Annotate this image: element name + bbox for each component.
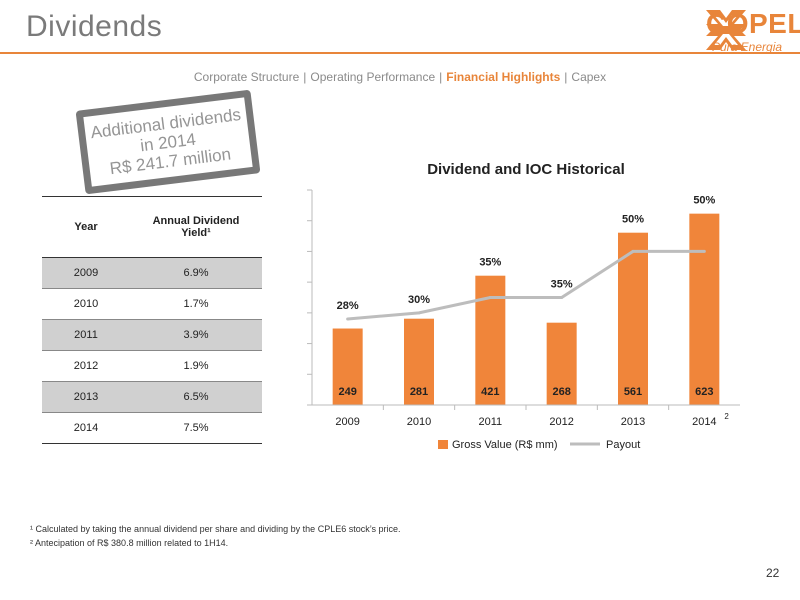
cell-year: 2011 [42,319,130,351]
cell-year: 2009 [42,257,130,289]
legend-label-gross-value: Gross Value (R$ mm) [452,439,558,451]
x-tick-label: 2010 [407,416,431,428]
nav-separator: | [564,70,568,84]
legend-swatch-bar [438,440,448,449]
copel-logo-icon [706,10,746,50]
payout-point [702,249,706,253]
payout-label: 35% [479,257,501,269]
payout-line [347,249,705,321]
x-tick-label: 2014 [692,416,716,428]
bar-value-label: 623 [695,386,713,398]
table-row: 2012 1.9% [42,350,262,382]
bar-value-label: 249 [338,386,356,398]
bar [404,318,434,405]
bar-value-label: 421 [481,386,499,398]
page-number: 22 [766,566,780,580]
table-row: 2011 3.9% [42,319,262,351]
cell-year: 2012 [42,350,130,382]
legend-label-payout: Payout [606,439,640,451]
dividend-yield-table: Year Annual Dividend Yield¹ 2009 6.9% 20… [42,196,262,444]
cell-year: 2014 [42,412,130,444]
nav-item-financial-highlights[interactable]: Financial Highlights [446,70,561,84]
nav-item-operating-performance[interactable]: Operating Performance [310,70,436,84]
table-row: 2009 6.9% [42,257,262,289]
payout-label: 50% [622,214,644,226]
column-header-yield: Annual Dividend Yield¹ [130,196,262,258]
chart-title: Dividend and IOC Historical [427,161,625,178]
cell-yield: 1.9% [130,350,262,382]
payout-point [488,296,492,299]
payout-point [631,249,635,253]
column-header-year: Year [42,196,130,258]
cell-year: 2013 [42,381,130,413]
table-row: 2010 1.7% [42,288,262,320]
bar-value-label: 281 [410,386,428,398]
table-header-row: Year Annual Dividend Yield¹ [42,196,262,258]
cell-yield: 6.5% [130,381,262,413]
cell-yield: 3.9% [130,319,262,351]
x-tick-footnote-marker: 2 [724,412,729,421]
bar [546,322,577,405]
payout-label: 28% [337,300,359,312]
payout-label: 50% [693,195,715,207]
cell-yield: 6.9% [130,257,262,289]
nav-item-corporate-structure[interactable]: Corporate Structure [193,70,300,84]
logo-tagline: Pura Energia [712,40,783,54]
page-title: Dividends [26,10,163,43]
title-divider [0,52,800,54]
nav-item-capex[interactable]: Capex [571,70,607,84]
bar [689,213,720,405]
payout-point [417,311,421,315]
cell-yield: 1.7% [130,288,262,320]
x-tick-label: 2012 [549,416,573,428]
payout-label: 30% [408,294,430,306]
bar-value-label: 561 [624,386,642,398]
dividend-ioc-chart: Dividend and IOC Historical 249 2009 281 201… [307,161,740,451]
nav-separator: | [439,70,443,84]
payout-label: 35% [551,279,573,291]
bar [618,232,648,405]
cell-year: 2010 [42,288,130,320]
section-nav: Corporate Structure | Operating Performanc… [0,70,800,84]
payout-point [346,317,350,321]
cell-yield: 7.5% [130,412,262,444]
x-tick-label: 2009 [335,416,359,428]
bar-value-label: 268 [552,386,570,398]
table-row: 2013 6.5% [42,381,262,413]
nav-separator: | [303,70,307,84]
footnote-1: ¹ Calculated by taking the annual divide… [30,524,401,534]
footnote-2: ² Antecipation of R$ 380.8 million relat… [30,538,229,548]
x-tick-label: 2011 [479,416,503,428]
payout-point [560,296,564,299]
table-row: 2014 7.5% [42,412,262,444]
bar [332,328,363,405]
additional-dividends-stamp: Additional dividends in 2014 R$ 241.7 mi… [75,89,261,195]
logo-wordmark: COPEL [706,8,800,39]
x-tick-label: 2013 [621,416,645,428]
